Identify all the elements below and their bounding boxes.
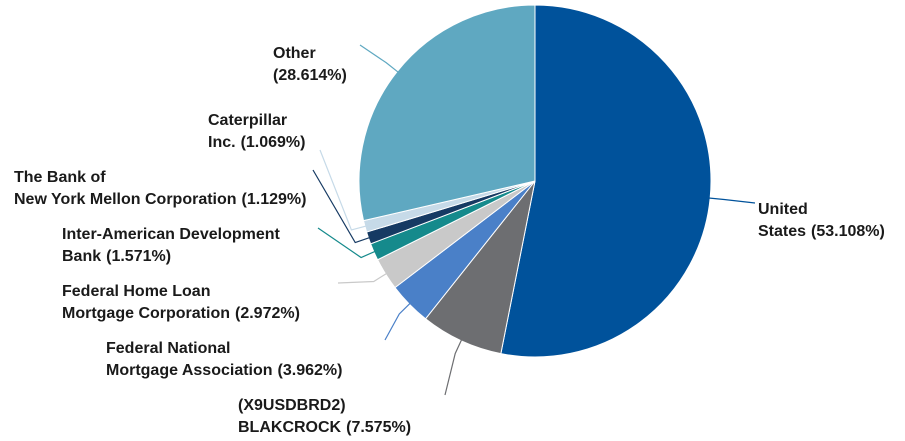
leader-line xyxy=(337,271,390,284)
label-line: Caterpillar xyxy=(208,112,287,129)
slice-label: Federal National Mortgage Association xyxy=(106,340,273,379)
label-line: Mortgage Corporation xyxy=(62,305,230,322)
leader-line xyxy=(706,197,756,204)
slice-label: Inter-American Development Bank xyxy=(62,226,281,265)
leader-line xyxy=(312,169,373,244)
label-line: Bank xyxy=(62,248,101,265)
leader-line xyxy=(319,149,369,231)
value-label: (2.972%) xyxy=(235,305,300,322)
value-label: (28.614%) xyxy=(273,67,347,84)
slice-label: United States xyxy=(758,201,808,240)
label-line: Federal Home Loan xyxy=(62,283,210,300)
label-line: Federal National xyxy=(106,340,230,357)
value-label: (7.575%) xyxy=(346,419,411,436)
label-line: The Bank of xyxy=(14,169,106,186)
value-label: (1.129%) xyxy=(242,191,307,208)
label-line: Inter-American Development xyxy=(62,226,281,243)
value-label: (1.069%) xyxy=(241,134,306,151)
label-line: Inc. xyxy=(208,134,236,151)
label-line: Other xyxy=(273,45,316,62)
leader-line xyxy=(444,336,464,396)
label-line: (X9USDBRD2) xyxy=(238,397,346,414)
label-line: New York Mellon Corporation xyxy=(14,191,237,208)
slice-label: Other xyxy=(273,45,316,62)
value-label: (1.571%) xyxy=(106,248,171,265)
leader-line xyxy=(359,44,401,75)
slice-label: (X9USDBRD2) BLAKCROCK xyxy=(238,397,346,436)
label-line: United xyxy=(758,201,808,218)
label-line: BLAKCROCK xyxy=(238,419,342,436)
slice-label: The Bank of New York Mellon Corporation xyxy=(14,169,237,208)
value-label: (3.962%) xyxy=(278,362,343,379)
leader-line xyxy=(384,300,413,341)
label-line: States xyxy=(758,223,806,240)
slice-label: Caterpillar Inc. xyxy=(208,112,287,151)
label-line: Mortgage Association xyxy=(106,362,273,379)
slice-label: Federal Home Loan Mortgage Corporation xyxy=(62,283,230,322)
value-label: (53.108%) xyxy=(811,223,885,240)
leader-line xyxy=(317,227,378,259)
